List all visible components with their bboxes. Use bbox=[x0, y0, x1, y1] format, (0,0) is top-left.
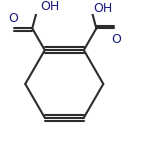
Text: O: O bbox=[8, 12, 18, 25]
Text: O: O bbox=[111, 33, 121, 46]
Text: OH: OH bbox=[94, 2, 113, 15]
Text: OH: OH bbox=[40, 0, 60, 13]
